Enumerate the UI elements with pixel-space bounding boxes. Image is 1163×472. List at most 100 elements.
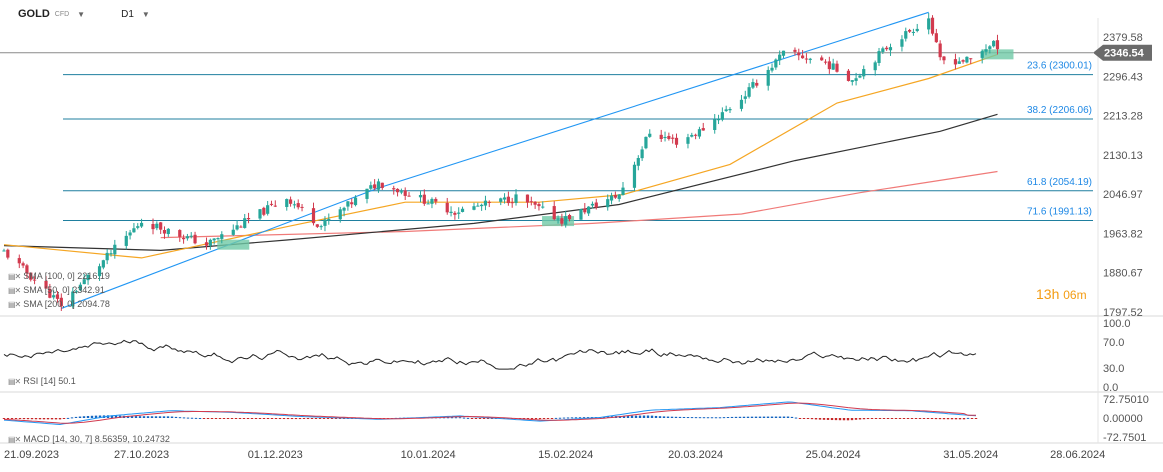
sma50-legend[interactable]: ▤✕ SMA [50, 0] 2342.91 [8, 285, 105, 295]
candle [59, 297, 63, 307]
candle [831, 63, 835, 70]
timeframe-dropdown-icon[interactable]: ▼ [141, 9, 150, 19]
candle [957, 61, 961, 64]
macd-histogram-bar [686, 417, 690, 419]
macd-histogram-bar [110, 415, 114, 418]
macd-histogram-bar [758, 416, 762, 418]
macd-histogram-bar [22, 418, 26, 420]
macd-histogram-bar [266, 418, 270, 419]
macd-histogram-bar [886, 418, 890, 419]
macd-histogram-bar [858, 418, 862, 420]
sma200-legend[interactable]: ▤✕ SMA [200, 0] 2094.78 [8, 299, 110, 309]
legend-toggle-icon[interactable]: ▤✕ [8, 299, 21, 309]
candle [525, 194, 530, 203]
candle [292, 204, 296, 206]
candle [667, 135, 671, 139]
legend-toggle-icon[interactable]: ▤✕ [8, 434, 21, 444]
macd-histogram-bar [966, 417, 970, 419]
candle [606, 199, 610, 208]
rsi-line [3, 339, 977, 370]
legend-toggle-icon[interactable]: ▤✕ [8, 285, 21, 295]
macd-histogram-bar [26, 418, 30, 420]
macd-histogram-bar [462, 417, 466, 419]
macd-histogram-bar [802, 418, 806, 419]
macd-histogram-bar [214, 418, 218, 419]
macd-histogram-bar [638, 415, 642, 418]
sma100-legend[interactable]: ▤✕ SMA [100, 0] 2216.19 [8, 271, 110, 281]
candle [739, 99, 744, 109]
candle [124, 235, 128, 246]
macd-histogram-bar [834, 418, 838, 421]
candle [159, 222, 163, 230]
macd-histogram-bar [742, 416, 746, 418]
candle [938, 43, 942, 58]
candle [609, 195, 614, 201]
macd-histogram-bar [242, 418, 246, 419]
legend-toggle-icon[interactable]: ▤✕ [8, 271, 21, 281]
macd-histogram-bar [314, 418, 318, 419]
rsi-tick-label: 0.0 [1103, 382, 1118, 394]
macd-histogram-bar [274, 418, 278, 420]
candle [594, 202, 598, 208]
macd-histogram-bar [962, 418, 966, 420]
legend-toggle-icon[interactable]: ▤✕ [8, 376, 21, 386]
macd-histogram-bar [554, 417, 558, 419]
macd-histogram-bar [818, 418, 822, 420]
macd-histogram-bar [854, 418, 858, 420]
macd-legend[interactable]: ▤✕ MACD [14, 30, 7] 8.56359, 10.24732 [8, 434, 170, 444]
candles-group [2, 12, 1000, 311]
symbol-label[interactable]: GOLD [18, 8, 50, 20]
candle [166, 228, 170, 235]
candle [32, 279, 37, 281]
macd-histogram-bar [526, 418, 530, 420]
candle [552, 206, 556, 220]
x-tick-label: 20.03.2024 [668, 449, 723, 461]
candle [644, 136, 648, 149]
macd-histogram-bar [658, 416, 662, 418]
macd-histogram-bar [546, 418, 550, 419]
candle [743, 96, 747, 99]
macd-histogram-bar [738, 416, 742, 418]
candle [285, 199, 289, 207]
candle [781, 50, 786, 56]
macd-histogram-bar [482, 418, 486, 419]
macd-histogram-bar [238, 418, 242, 419]
symbol-dropdown-icon[interactable]: ▼ [77, 9, 86, 19]
rsi-tick-label: 70.0 [1103, 337, 1124, 349]
macd-histogram-bar [150, 416, 154, 418]
macd-histogram-bar [674, 416, 678, 418]
candle [770, 67, 774, 71]
macd-histogram-bar [486, 418, 490, 419]
candle [988, 46, 992, 49]
candle [961, 60, 965, 62]
candle [151, 224, 155, 230]
macd-histogram-bar [762, 416, 766, 418]
macd-histogram-bar [18, 418, 22, 420]
candle [315, 224, 319, 227]
rsi-legend-text: RSI [14] 50.1 [23, 376, 76, 386]
macd-histogram-bar [782, 416, 786, 418]
macd-histogram-bar [698, 417, 702, 419]
x-tick-label: 15.02.2024 [538, 449, 593, 461]
timeframe-selector[interactable]: D1 [121, 8, 134, 20]
macd-histogram-bar [798, 418, 802, 419]
candle [579, 209, 583, 220]
candle [376, 181, 381, 190]
macd-histogram-bar [946, 418, 950, 420]
macd-histogram-bar [446, 417, 450, 419]
candle [246, 218, 251, 220]
macd-histogram-bar [114, 415, 118, 418]
macd-histogram-bar [270, 418, 274, 419]
rsi-legend[interactable]: ▤✕ RSI [14] 50.1 [8, 376, 76, 386]
candle [373, 184, 377, 189]
price-tick-label: 2130.13 [1103, 150, 1143, 162]
candle [674, 137, 679, 145]
candle [216, 238, 220, 240]
macd-histogram-bar [82, 416, 86, 418]
x-tick-label: 10.01.2024 [401, 449, 456, 461]
macd-histogram-bar [574, 417, 578, 419]
candle [353, 197, 358, 206]
fib-level-label: 61.8 (2054.19) [1027, 177, 1092, 188]
candle [648, 133, 652, 137]
